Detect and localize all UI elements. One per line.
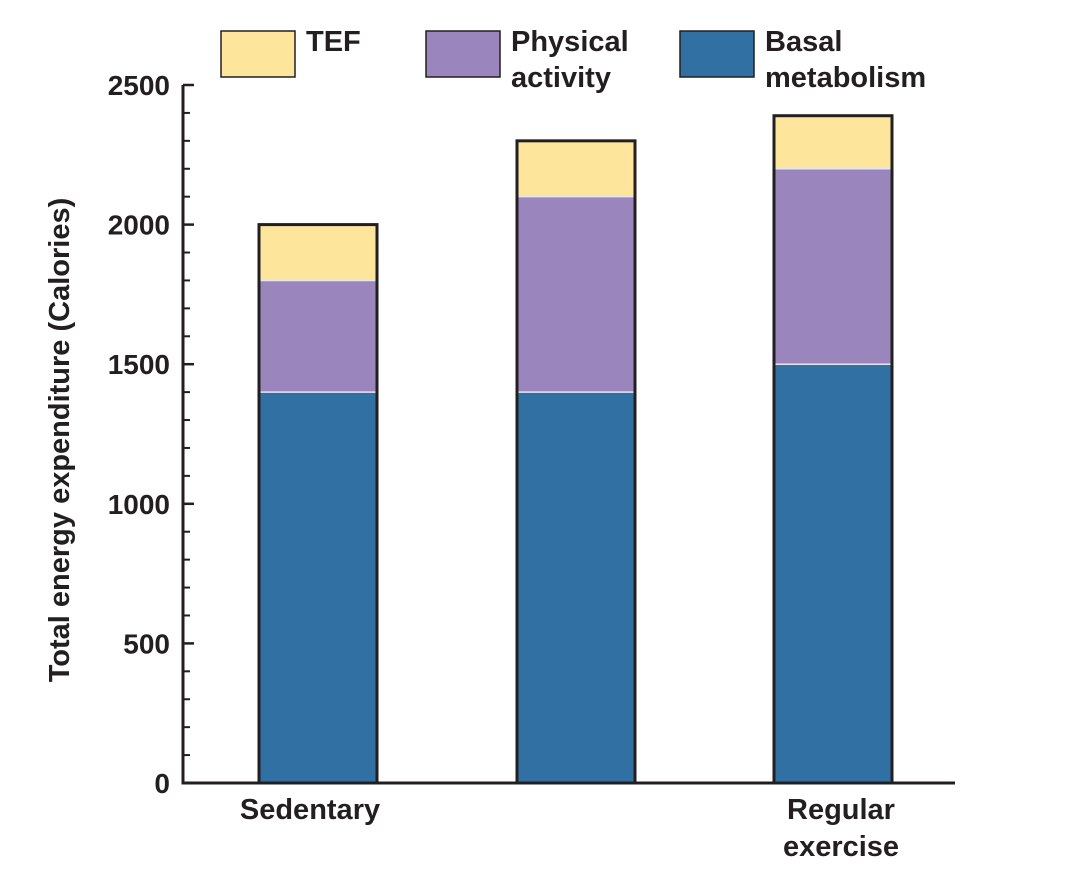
- y-tick-label: 2500: [108, 70, 170, 101]
- legend-swatch: [220, 30, 296, 78]
- x-tick-label: Regular: [787, 794, 895, 826]
- y-tick-label: 2000: [108, 210, 170, 241]
- y-tick-label: 1500: [108, 349, 170, 380]
- bar-segment-basal: [774, 364, 892, 783]
- bar-segment-basal: [517, 392, 635, 783]
- legend-swatch: [425, 30, 501, 78]
- bar-segment-activity: [774, 168, 892, 365]
- y-tick-label: 500: [123, 628, 170, 659]
- legend-label: Physical: [511, 26, 629, 58]
- y-tick-label: 1000: [108, 489, 170, 520]
- x-tick-label: exercise: [783, 831, 899, 863]
- bar-segment-basal: [259, 392, 377, 783]
- bars-group: Sedentary Regular exercise: [240, 114, 899, 863]
- legend-label: Basal: [765, 26, 842, 58]
- x-tick-label: Sedentary: [240, 794, 380, 826]
- legend: TEF Physical activity Basal metabolism: [220, 26, 926, 94]
- bar-segment-activity: [259, 280, 377, 393]
- bar-segment-tef: [774, 115, 892, 169]
- axes-group: 0 500 1000 1500 2000 2500: [108, 70, 955, 799]
- bar-segment-tef: [517, 140, 635, 197]
- legend-label: activity: [511, 62, 611, 94]
- y-tick-label: 0: [154, 768, 170, 799]
- legend-label: TEF: [306, 26, 361, 58]
- bar-segment-activity: [517, 196, 635, 393]
- legend-swatch: [679, 30, 755, 78]
- legend-label: metabolism: [765, 62, 926, 94]
- bar-segment-tef: [259, 224, 377, 281]
- y-axis-title: Total energy expenditure (Calories): [44, 198, 76, 683]
